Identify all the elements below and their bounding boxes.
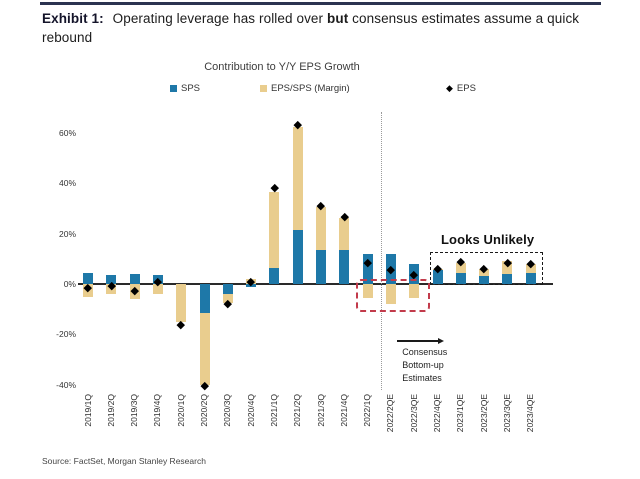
bar-segment-eps-sps-margin	[479, 268, 490, 277]
bar-segment-sps	[199, 284, 210, 313]
bar-segment-eps-sps-margin	[502, 261, 513, 274]
x-axis-label: 2022/3QE	[408, 394, 419, 433]
bar-segment-eps-sps-margin	[176, 284, 187, 322]
x-axis-label: 2023/2QE	[478, 394, 489, 433]
legend-item-margin: EPS/SPS (Margin)	[260, 83, 350, 94]
legend-label-eps: EPS	[456, 83, 476, 94]
y-tick-label: -20%	[56, 329, 76, 340]
y-tick-label: 40%	[58, 178, 76, 189]
x-axis-label: 2023/4QE	[525, 394, 536, 433]
x-axis-label: 2019/3Q	[129, 394, 140, 427]
exhibit-label: Exhibit 1:	[42, 11, 104, 26]
x-axis-label: 2019/2Q	[105, 394, 116, 427]
estimates-divider-line	[381, 112, 383, 390]
y-tick-label: 60%	[58, 127, 76, 138]
y-tick-label: 20%	[58, 228, 76, 239]
exhibit-title-emphasis: but	[327, 11, 349, 26]
y-tick-label: -40%	[56, 379, 76, 390]
bar-segment-eps-sps-margin	[269, 192, 280, 268]
bar-segment-eps-sps-margin	[385, 284, 396, 305]
bar-segment-sps	[339, 249, 350, 284]
bar-segment-sps	[432, 270, 443, 284]
legend-label-margin: EPS/SPS (Margin)	[271, 83, 350, 94]
exhibit-title-text-2: consensus estimates assume a quick rebou…	[42, 11, 580, 45]
bar-segment-eps-sps-margin	[525, 263, 536, 273]
bar-segment-sps	[479, 276, 490, 284]
x-axis-label: 2021/1Q	[268, 394, 279, 427]
exhibit-title: Exhibit 1: Operating leverage has rolled…	[42, 9, 598, 47]
red-dashed-box	[356, 278, 430, 312]
bar-segment-sps	[222, 284, 233, 295]
x-axis-label: 2021/4Q	[338, 394, 349, 427]
x-axis-label: 2019/4Q	[152, 394, 163, 427]
x-axis-label: 2020/1Q	[175, 394, 186, 427]
bar-segment-sps	[502, 273, 513, 284]
bar-segment-sps	[269, 267, 280, 284]
margin-swatch-icon	[260, 85, 267, 92]
x-axis-zero-line	[78, 283, 553, 285]
legend-label-sps: SPS	[181, 83, 201, 94]
consensus-arrow-head-icon	[438, 337, 445, 344]
bar-segment-sps	[455, 272, 466, 284]
bar-segment-eps-sps-margin	[455, 262, 466, 273]
bar-segment-sps	[106, 275, 117, 284]
x-axis-label: 2023/1QE	[455, 394, 466, 433]
bar-segment-eps-sps-margin	[152, 284, 163, 295]
x-axis-label: 2021/3Q	[315, 394, 326, 427]
x-axis-label: 2019/1Q	[82, 394, 93, 427]
source-note: Source: FactSet, Morgan Stanley Research	[42, 456, 206, 466]
bar-segment-sps	[292, 229, 303, 284]
bar-segment-sps	[362, 253, 373, 284]
legend-item-sps: SPS	[170, 83, 200, 94]
exhibit-title-text-1: Operating leverage has rolled over	[108, 11, 327, 26]
x-axis-label: 2022/2QE	[385, 394, 396, 433]
looks-unlikely-annotation: Looks Unlikely	[441, 231, 535, 247]
bar-segment-sps	[525, 272, 536, 284]
bar-segment-eps-sps-margin	[292, 126, 303, 230]
bar-segment-eps-sps-margin	[316, 207, 326, 250]
bar-segment-eps-sps-margin	[199, 312, 210, 385]
bar-segment-sps	[129, 273, 140, 284]
consensus-annotation: Consensus Bottom-up Estimates	[402, 347, 448, 383]
bar-segment-eps-sps-margin	[409, 284, 420, 298]
eps-marker	[270, 184, 279, 193]
looks-unlikely-box	[430, 251, 543, 285]
bar-segment-eps-sps-margin	[362, 284, 373, 298]
sps-swatch-icon	[170, 85, 177, 92]
x-axis-label: 2022/1Q	[362, 394, 373, 427]
consensus-arrow	[397, 340, 440, 342]
x-axis-label: 2020/4Q	[245, 394, 256, 427]
bar-segment-sps	[83, 272, 93, 284]
chart-title: Contribution to Y/Y EPS Growth	[204, 61, 360, 73]
legend-item-eps: ◆ EPS	[446, 83, 476, 94]
top-rule	[40, 2, 601, 5]
bar-segment-eps-sps-margin	[339, 218, 350, 250]
x-axis-label: 2022/4QE	[432, 394, 442, 433]
bar-segment-eps-sps-margin	[222, 294, 233, 303]
x-axis-label: 2020/3Q	[222, 394, 233, 427]
x-axis-label: 2021/2Q	[292, 394, 303, 427]
eps-diamond-icon: ◆	[446, 83, 453, 93]
x-axis-label: 2023/3QE	[501, 394, 512, 433]
y-tick-label: 0%	[63, 279, 76, 289]
bar-segment-sps	[316, 249, 326, 284]
x-axis-label: 2020/2Q	[199, 394, 209, 427]
